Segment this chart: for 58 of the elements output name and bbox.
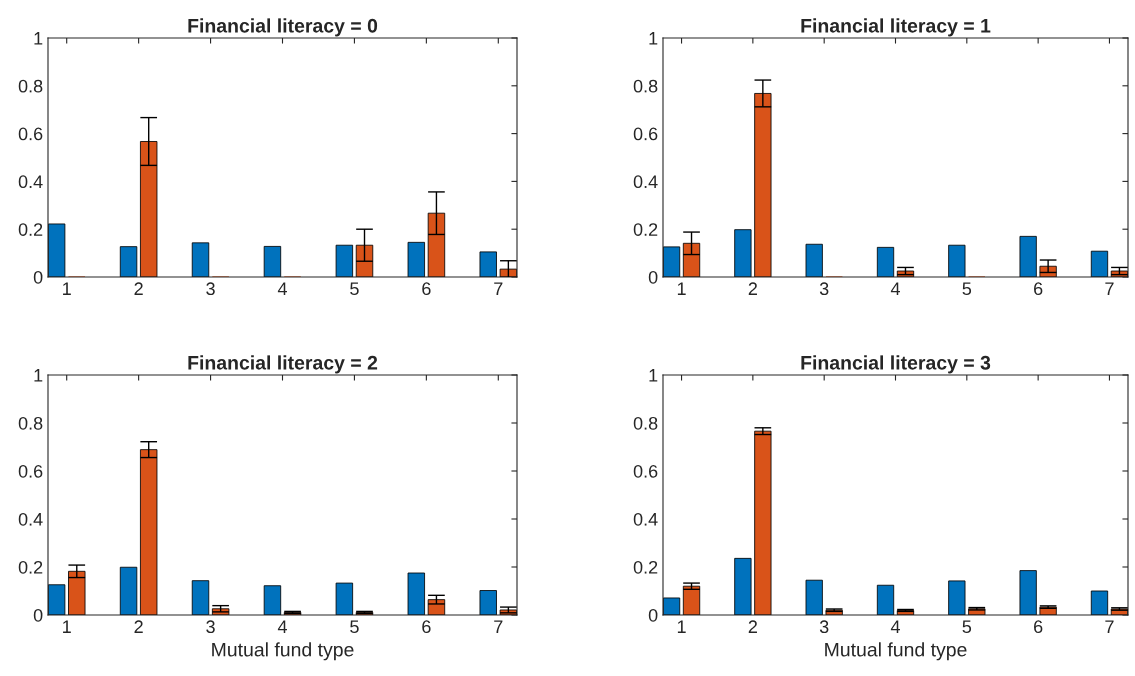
x-tick-label: 3 xyxy=(819,282,829,296)
x-tick-label: 6 xyxy=(422,282,431,296)
x-tick-label: 4 xyxy=(890,620,900,633)
chart-title: Financial literacy = 3 xyxy=(801,355,991,374)
y-tick-label: 1 xyxy=(34,369,43,382)
x-tick-label: 1 xyxy=(677,620,686,633)
x-tick-label: 6 xyxy=(422,620,431,634)
y-tick-label: 0.4 xyxy=(633,175,658,189)
x-tick-label: 2 xyxy=(748,282,757,295)
x-tick-label: 5 xyxy=(962,620,972,634)
chart-title: Financial literacy = 2 xyxy=(188,355,378,374)
x-tick-label: 4 xyxy=(277,620,287,633)
y-tick-label: 0.8 xyxy=(633,416,658,430)
x-tick-label: 4 xyxy=(890,282,900,295)
x-tick-label: 5 xyxy=(962,282,972,296)
y-tick-label: 1 xyxy=(649,32,658,45)
y-tick-label: 0.4 xyxy=(18,512,43,526)
y-tick-label: 0.2 xyxy=(18,560,43,574)
y-tick-label: 0.6 xyxy=(633,127,658,141)
y-tick-label: 0.2 xyxy=(633,560,658,574)
x-tick-label: 3 xyxy=(206,620,215,634)
y-tick-label: 0.8 xyxy=(18,416,43,430)
chart-title: Financial literacy = 1 xyxy=(801,18,991,37)
x-tick-label: 5 xyxy=(350,620,359,634)
x-tick-label: 2 xyxy=(748,620,757,633)
x-tick-label: 7 xyxy=(494,282,503,295)
x-tick-label: 7 xyxy=(1105,282,1114,295)
y-tick-label: 0 xyxy=(33,270,43,284)
x-tick-label: 7 xyxy=(1105,620,1114,633)
y-tick-label: 0.6 xyxy=(18,464,43,478)
y-tick-label: 1 xyxy=(34,32,43,45)
x-tick-label: 4 xyxy=(277,282,287,295)
y-tick-label: 0 xyxy=(648,270,658,284)
y-tick-label: 0 xyxy=(33,608,43,622)
x-tick-label: 2 xyxy=(134,620,143,633)
y-tick-label: 0.4 xyxy=(633,512,658,526)
x-tick-label: 6 xyxy=(1034,620,1043,634)
x-tick-label: 7 xyxy=(494,620,503,633)
y-tick-label: 0.8 xyxy=(18,79,43,93)
y-tick-label: 0.2 xyxy=(633,223,658,236)
x-tick-label: 6 xyxy=(1034,282,1043,296)
y-tick-label: 0.8 xyxy=(633,79,658,93)
y-tick-label: 0.6 xyxy=(633,464,658,478)
y-tick-label: 0.4 xyxy=(18,175,43,189)
x-axis-title: Mutual fund type xyxy=(212,642,354,661)
chart-title: Financial literacy = 0 xyxy=(188,18,378,37)
x-tick-label: 3 xyxy=(819,620,829,634)
y-tick-label: 0.2 xyxy=(18,223,43,236)
x-tick-label: 1 xyxy=(63,282,71,295)
x-tick-label: 3 xyxy=(206,282,215,296)
x-tick-label: 5 xyxy=(350,282,359,296)
x-tick-label: 1 xyxy=(63,620,71,633)
y-tick-label: 0.6 xyxy=(18,127,43,141)
y-tick-label: 0 xyxy=(648,608,658,622)
x-tick-label: 2 xyxy=(134,282,143,295)
y-tick-label: 1 xyxy=(649,369,658,382)
x-tick-label: 1 xyxy=(677,282,686,295)
x-axis-title: Mutual fund type xyxy=(825,642,967,661)
